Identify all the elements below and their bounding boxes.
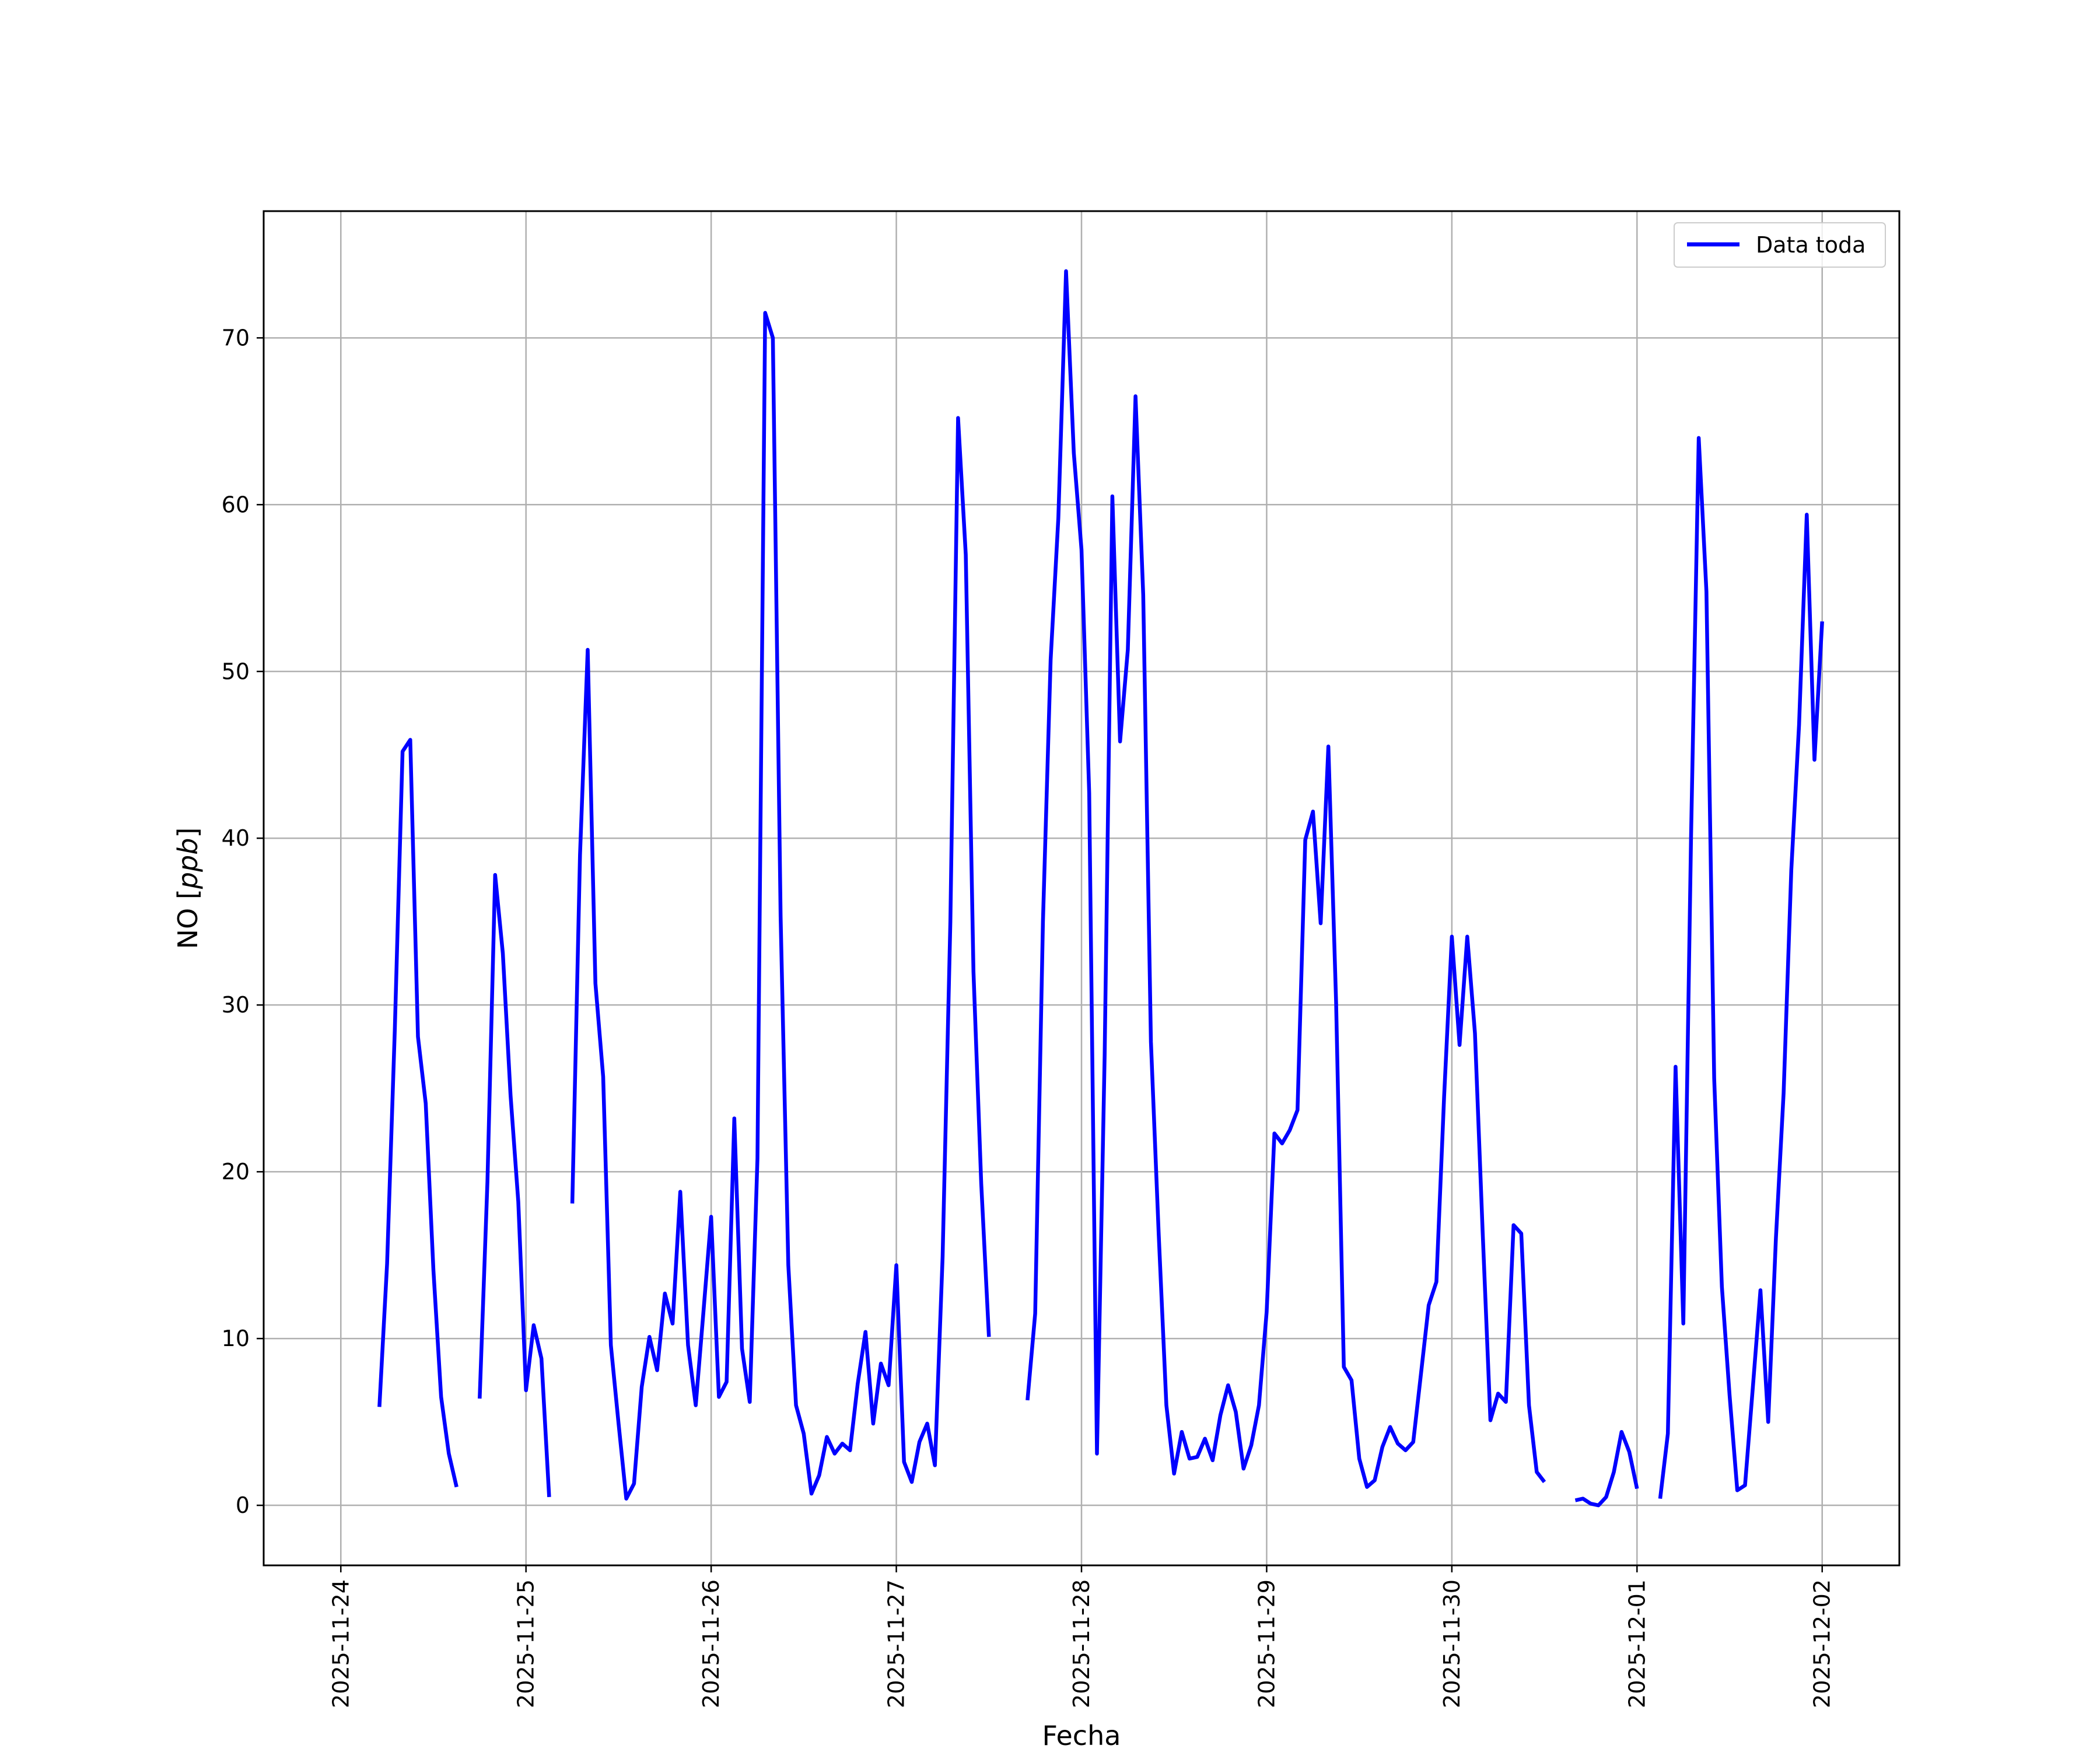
y-tick-label: 70: [222, 325, 250, 351]
legend: Data toda: [1674, 222, 1886, 268]
axis-ticks: 0 10 20 30 40 50 60 70 2025-11-24 2025-11-25 2025-…: [222, 325, 1835, 1708]
y-tick-label: 0: [236, 1492, 250, 1518]
y-axis-title-prefix: NO [: [172, 889, 204, 949]
legend-label: Data toda: [1756, 232, 1866, 258]
y-tick-label: 10: [222, 1326, 250, 1351]
x-tick-label: 2025-11-28: [1069, 1579, 1094, 1708]
x-tick-label: 2025-11-27: [884, 1579, 909, 1708]
y-tick-label: 50: [222, 658, 250, 684]
x-tick-label: 2025-11-24: [328, 1579, 354, 1708]
y-tick-label: 30: [222, 992, 250, 1018]
y-tick-label: 40: [222, 825, 250, 851]
x-tick-label: 2025-11-30: [1439, 1579, 1465, 1708]
legend-box: [1674, 222, 1886, 268]
series-line-segment: [1574, 1429, 1639, 1508]
series-line-segment: [478, 873, 551, 1497]
x-tick-label: 2025-11-26: [698, 1579, 724, 1708]
series-line-segment: [570, 311, 991, 1501]
y-tick-label: 20: [222, 1159, 250, 1185]
y-axis-title-unit: ppb: [172, 838, 204, 890]
series-layer: [377, 269, 1824, 1508]
series-line-segment: [377, 738, 459, 1488]
x-tick-label: 2025-12-02: [1810, 1579, 1835, 1708]
series-line-segment: [1026, 269, 1546, 1489]
y-tick-label: 60: [222, 492, 250, 517]
x-tick-label: 2025-11-25: [513, 1579, 539, 1708]
x-tick-label: 2025-11-29: [1254, 1579, 1279, 1708]
x-axis-title: Fecha: [1042, 1720, 1121, 1750]
y-axis-title-suffix: ]: [172, 828, 204, 838]
y-axis-title: NO [ppb]: [172, 828, 204, 949]
x-tick-label: 2025-12-01: [1624, 1579, 1650, 1708]
series-line-segment: [1658, 436, 1824, 1499]
grid: [264, 211, 1899, 1565]
